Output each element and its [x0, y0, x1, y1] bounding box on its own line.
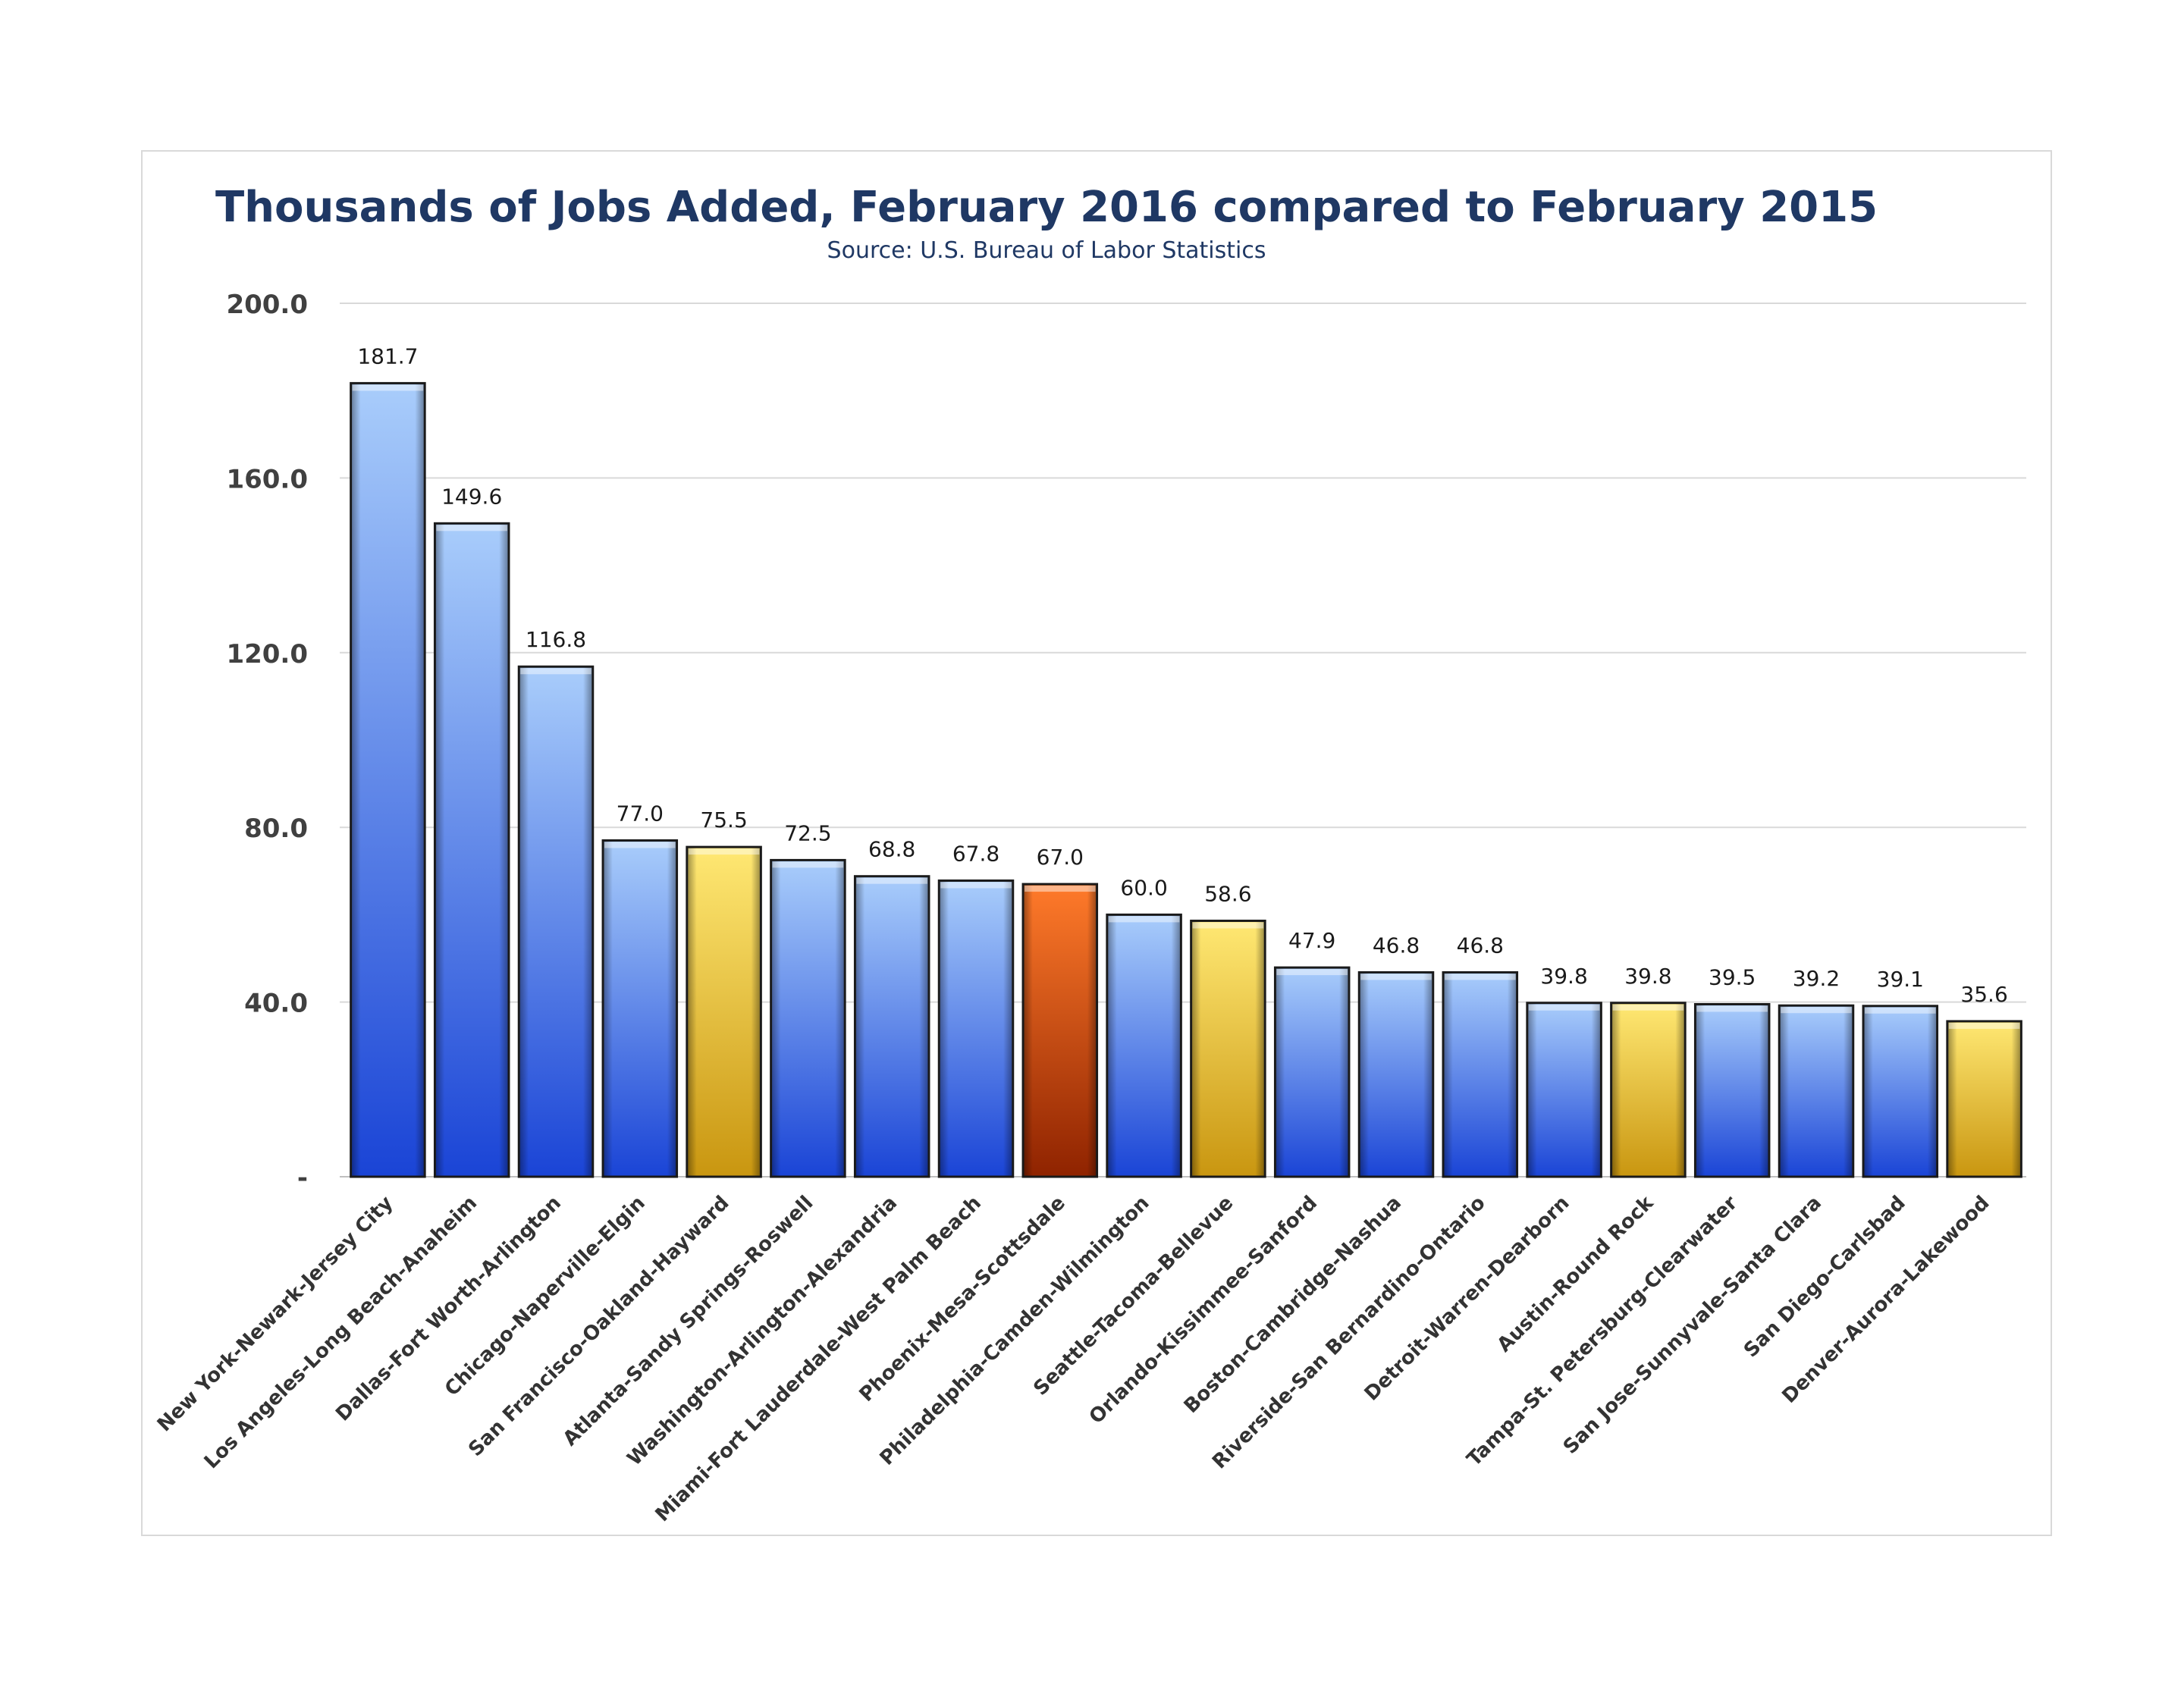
- data-label: 116.8: [526, 627, 586, 652]
- bar-highlight: [352, 384, 424, 391]
- data-label: 39.1: [1877, 967, 1924, 992]
- data-label: 46.8: [1457, 933, 1504, 958]
- bar-bevel: [940, 881, 1012, 1176]
- bar: [1106, 913, 1182, 1178]
- bar-highlight: [856, 877, 927, 884]
- y-tick-label: 160.0: [226, 464, 308, 494]
- bar-bevel: [604, 841, 676, 1176]
- y-axis-ticks: - 40.0 80.0 120.0 160.0 200.0: [226, 290, 308, 1193]
- bar-bevel: [1864, 1007, 1937, 1176]
- bar-bevel: [1612, 1004, 1684, 1176]
- bar-highlight: [1781, 1007, 1852, 1014]
- bar: [686, 845, 762, 1178]
- bar-bevel: [1444, 973, 1517, 1176]
- data-label: 46.8: [1373, 933, 1420, 958]
- bar: [601, 839, 679, 1178]
- bar-bevel: [688, 848, 760, 1176]
- bar-bevel: [1360, 973, 1432, 1176]
- y-tick-label: 120.0: [226, 639, 308, 669]
- bar-bevel: [1696, 1005, 1768, 1176]
- data-labels: 181.7 149.6 116.8 77.0 75.5 72.5 68.8 67.8 67.0 6…: [357, 343, 2007, 1007]
- bar: [433, 522, 510, 1178]
- bar: [1442, 970, 1519, 1178]
- bar-highlight: [1025, 886, 1096, 892]
- bars: [350, 381, 2022, 1178]
- data-label: 60.0: [1120, 875, 1167, 900]
- data-label: 67.0: [1037, 845, 1084, 870]
- bar: [1610, 1002, 1687, 1178]
- bar-highlight: [1108, 916, 1180, 923]
- bar-highlight: [772, 861, 844, 868]
- data-label: 35.6: [1960, 982, 2007, 1007]
- bar-highlight: [1192, 922, 1264, 929]
- x-tick-label: Austin-Round Rock: [1493, 1191, 1658, 1356]
- data-label: 39.8: [1624, 964, 1671, 989]
- bar-bevel: [1192, 921, 1264, 1176]
- bar-bevel: [855, 877, 928, 1176]
- data-label: 39.8: [1540, 964, 1587, 989]
- bar: [1693, 1002, 1771, 1178]
- bar: [1190, 919, 1266, 1178]
- bar: [1862, 1005, 1939, 1178]
- data-label: 39.5: [1709, 964, 1756, 989]
- bar: [853, 875, 930, 1178]
- bar: [1778, 1004, 1855, 1178]
- bar: [517, 665, 595, 1178]
- chart-title: Thousands of Jobs Added, February 2016 c…: [215, 183, 1878, 232]
- bar: [770, 858, 846, 1178]
- bar-chart: Thousands of Jobs Added, February 2016 c…: [153, 183, 2026, 1526]
- bar-bevel: [1528, 1004, 1600, 1176]
- data-label: 47.9: [1288, 928, 1335, 953]
- bar-bevel: [1780, 1006, 1853, 1176]
- data-label: 39.2: [1793, 966, 1840, 991]
- data-label: 58.6: [1204, 881, 1251, 906]
- x-tick-label: Miami-Fort Lauderdale-West Palm Beach: [651, 1192, 986, 1526]
- bar-bevel: [435, 524, 508, 1176]
- data-label: 181.7: [357, 343, 418, 368]
- bar: [1021, 883, 1099, 1178]
- data-label: 68.8: [868, 837, 915, 862]
- bar-highlight: [940, 882, 1012, 889]
- bar-highlight: [520, 668, 592, 675]
- bar-bevel: [1024, 885, 1097, 1176]
- x-tick-label: San Diego-Carlsbad: [1740, 1192, 1910, 1362]
- bar-bevel: [1276, 968, 1348, 1176]
- bar: [1946, 1020, 2022, 1178]
- bar-bevel: [1108, 915, 1180, 1176]
- bar: [1526, 1002, 1602, 1178]
- bar-bevel: [1948, 1022, 2020, 1176]
- bar: [1357, 970, 1435, 1178]
- data-label: 67.8: [952, 841, 999, 866]
- bar-highlight: [1276, 969, 1348, 976]
- data-label: 72.5: [784, 820, 831, 845]
- bar-bevel: [519, 667, 592, 1176]
- bar: [937, 879, 1015, 1178]
- bar-bevel: [772, 861, 844, 1176]
- y-tick-label: 200.0: [226, 290, 308, 320]
- bar-highlight: [1948, 1022, 2020, 1029]
- bar-bevel: [352, 384, 424, 1176]
- y-tick-label: 80.0: [244, 814, 308, 844]
- bar-highlight: [1865, 1007, 1936, 1014]
- bar-highlight: [1696, 1005, 1768, 1012]
- bar: [1273, 966, 1351, 1178]
- bar-highlight: [688, 848, 760, 855]
- y-tick-label: 40.0: [244, 989, 308, 1019]
- bar-highlight: [1528, 1004, 1600, 1011]
- bar-highlight: [1360, 974, 1432, 980]
- chart-subtitle: Source: U.S. Bureau of Labor Statistics: [827, 237, 1266, 264]
- y-tick-label: -: [297, 1163, 308, 1193]
- bar: [350, 381, 426, 1178]
- bar-highlight: [1612, 1004, 1684, 1011]
- bar-highlight: [604, 842, 676, 848]
- data-label: 75.5: [700, 807, 747, 833]
- bar-highlight: [1445, 974, 1516, 980]
- data-label: 149.6: [441, 484, 502, 509]
- data-label: 77.0: [617, 801, 664, 826]
- chart-frame: Thousands of Jobs Added, February 2016 c…: [141, 150, 2052, 1536]
- bar-highlight: [436, 525, 507, 531]
